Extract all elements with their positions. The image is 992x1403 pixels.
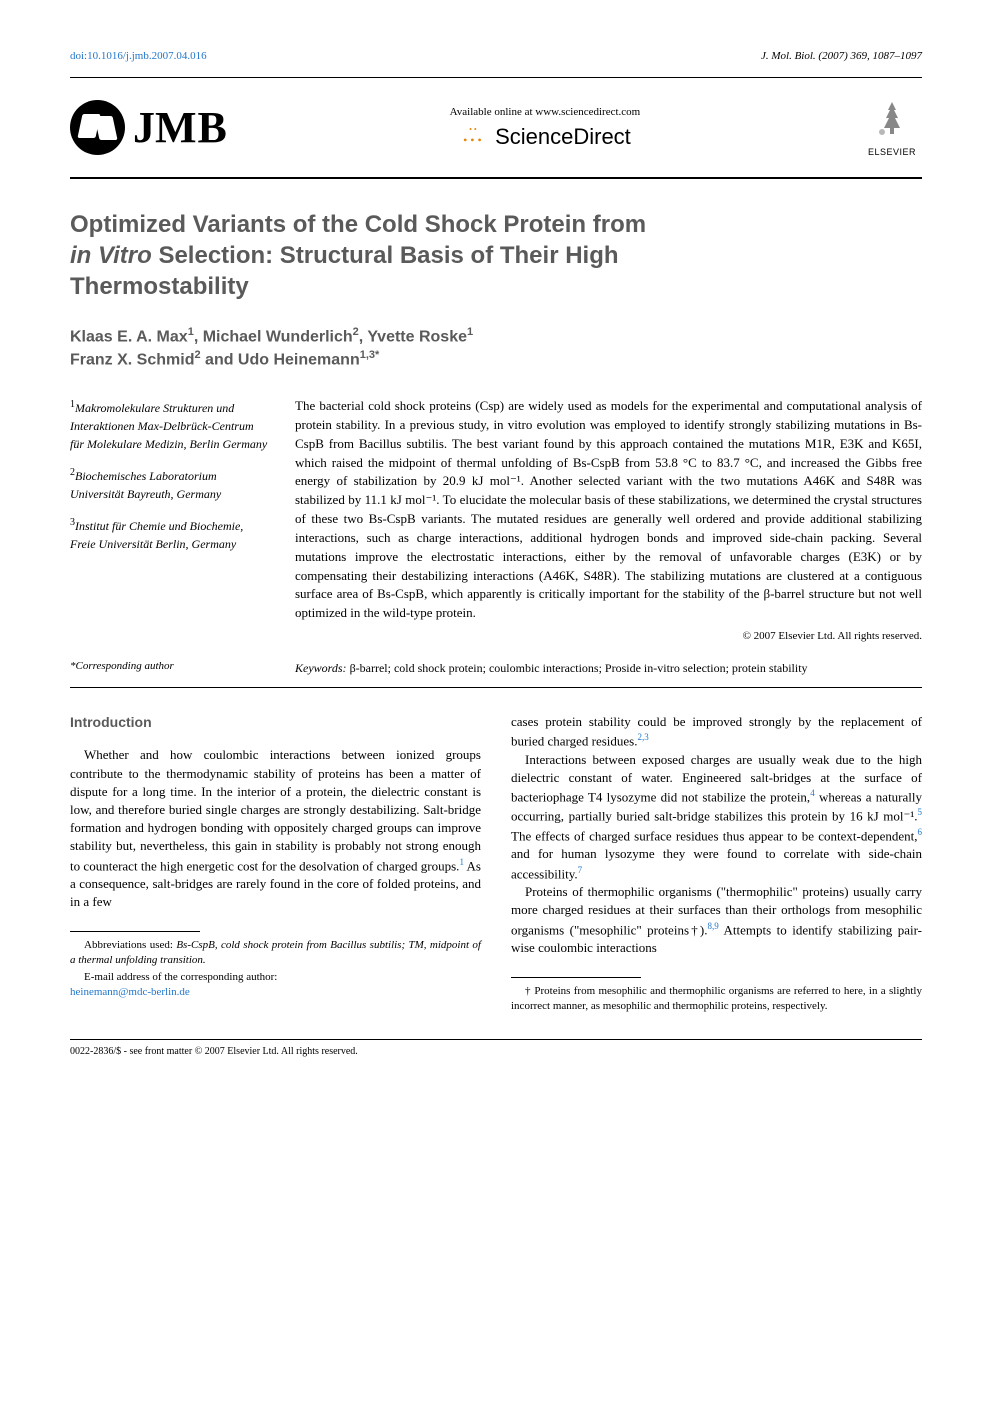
elsevier-text: ELSEVIER xyxy=(862,147,922,157)
sciencedirect-block: Available online at www.sciencedirect.co… xyxy=(450,106,641,150)
col2-p2d-text: and for human lysozyme they were found t… xyxy=(511,846,922,881)
jmb-book-icon xyxy=(70,100,125,155)
column-left: Introduction Whether and how coulombic i… xyxy=(70,713,481,1014)
footnote-abbreviations: Abbreviations used: Bs-CspB, cold shock … xyxy=(70,938,481,968)
keywords: Keywords: β-barrel; cold shock protein; … xyxy=(295,660,922,677)
doi-prefix: doi: xyxy=(70,50,87,62)
doi-link[interactable]: 10.1016/j.jmb.2007.04.016 xyxy=(87,50,206,62)
footnote-divider-right xyxy=(511,977,641,978)
doi-label: doi:10.1016/j.jmb.2007.04.016 xyxy=(70,50,207,62)
author-5-sup: 1,3* xyxy=(360,349,380,361)
col2-p2c-text: The effects of charged surface residues … xyxy=(511,828,918,843)
header-top: doi:10.1016/j.jmb.2007.04.016 J. Mol. Bi… xyxy=(70,50,922,62)
article-title: Optimized Variants of the Cold Shock Pro… xyxy=(70,209,922,303)
col2-p1-text: cases protein stability could be improve… xyxy=(511,714,922,749)
author-2: , Michael Wunderlich xyxy=(194,328,353,345)
ref-89[interactable]: 8,9 xyxy=(708,921,719,931)
author-3-sup: 1 xyxy=(467,326,473,338)
jmb-j: J xyxy=(133,102,155,153)
title-italic: in Vitro xyxy=(70,242,152,269)
aff3-text: Institut für Chemie und Biochemie, Freie… xyxy=(70,519,243,551)
ref-7[interactable]: 7 xyxy=(578,865,583,875)
title-line1: Optimized Variants of the Cold Shock Pro… xyxy=(70,211,646,238)
author-5: and Udo Heinemann xyxy=(201,352,360,369)
sciencedirect-row: ScienceDirect xyxy=(450,124,641,150)
corresponding-author: *Corresponding author xyxy=(70,660,270,677)
abbrev-label: Abbreviations used: xyxy=(84,939,176,951)
ref-6[interactable]: 6 xyxy=(918,827,923,837)
keywords-row: *Corresponding author Keywords: β-barrel… xyxy=(70,660,922,677)
keywords-label: Keywords: xyxy=(295,661,347,675)
col2-p1: cases protein stability could be improve… xyxy=(511,713,922,751)
title-line2-rest: Selection: Structural Basis of Their Hig… xyxy=(152,242,619,269)
affiliations: 1Makromolekulare Strukturen und Interakt… xyxy=(70,397,270,645)
ref-23[interactable]: 2,3 xyxy=(637,732,648,742)
copyright-line: © 2007 Elsevier Ltd. All rights reserved… xyxy=(295,629,922,645)
author-3: , Yvette Roske xyxy=(359,328,467,345)
footnote-email: E-mail address of the corresponding auth… xyxy=(70,970,481,1000)
ref-5[interactable]: 5 xyxy=(918,807,923,817)
body-columns: Introduction Whether and how coulombic i… xyxy=(70,713,922,1014)
footnote-divider-left xyxy=(70,931,200,932)
jmb-logo: J MB xyxy=(70,100,228,155)
heavy-divider xyxy=(70,177,922,179)
col2-p3: Proteins of thermophilic organisms ("the… xyxy=(511,883,922,957)
sciencedirect-dots-icon xyxy=(459,125,487,149)
elsevier-tree-icon xyxy=(868,98,916,140)
section-divider xyxy=(70,687,922,688)
keywords-text: β-barrel; cold shock protein; coulombic … xyxy=(347,661,808,675)
author-1: Klaas E. A. Max xyxy=(70,328,188,345)
email-label: E-mail address of the corresponding auth… xyxy=(84,971,277,983)
jmb-letters: MB xyxy=(155,102,228,153)
aff1-text: Makromolekulare Strukturen und Interakti… xyxy=(70,401,267,451)
sciencedirect-label: ScienceDirect xyxy=(495,124,631,150)
author-4: Franz X. Schmid xyxy=(70,352,194,369)
available-line: Available online at www.sciencedirect.co… xyxy=(450,106,641,118)
abstract: The bacterial cold shock proteins (Csp) … xyxy=(295,397,922,645)
footnote-dagger: † Proteins from mesophilic and thermophi… xyxy=(511,984,922,1014)
column-right: cases protein stability could be improve… xyxy=(511,713,922,1014)
affiliation-2: 2Biochemisches Laboratorium Universität … xyxy=(70,465,270,503)
title-line3: Thermostability xyxy=(70,273,249,300)
branding-row: J MB Available online at www.sciencedire… xyxy=(70,98,922,157)
introduction-heading: Introduction xyxy=(70,713,481,733)
email-link[interactable]: heinemann@mdc-berlin.de xyxy=(70,986,190,998)
affiliations-abstract-row: 1Makromolekulare Strukturen und Interakt… xyxy=(70,397,922,645)
journal-reference: J. Mol. Biol. (2007) 369, 1087–1097 xyxy=(761,50,922,62)
abstract-text: The bacterial cold shock proteins (Csp) … xyxy=(295,398,922,620)
elsevier-logo: ELSEVIER xyxy=(862,98,922,157)
affiliation-3: 3Institut für Chemie und Biochemie, Frei… xyxy=(70,515,270,553)
col2-p2: Interactions between exposed charges are… xyxy=(511,751,922,884)
top-divider xyxy=(70,77,922,78)
isbn-line: 0022-2836/$ - see front matter © 2007 El… xyxy=(70,1039,922,1057)
authors: Klaas E. A. Max1, Michael Wunderlich2, Y… xyxy=(70,325,922,372)
intro-p1-text: Whether and how coulombic interactions b… xyxy=(70,747,481,872)
affiliation-1: 1Makromolekulare Strukturen und Interakt… xyxy=(70,397,270,453)
intro-para-1: Whether and how coulombic interactions b… xyxy=(70,746,481,911)
aff2-text: Biochemisches Laboratorium Universität B… xyxy=(70,469,221,501)
